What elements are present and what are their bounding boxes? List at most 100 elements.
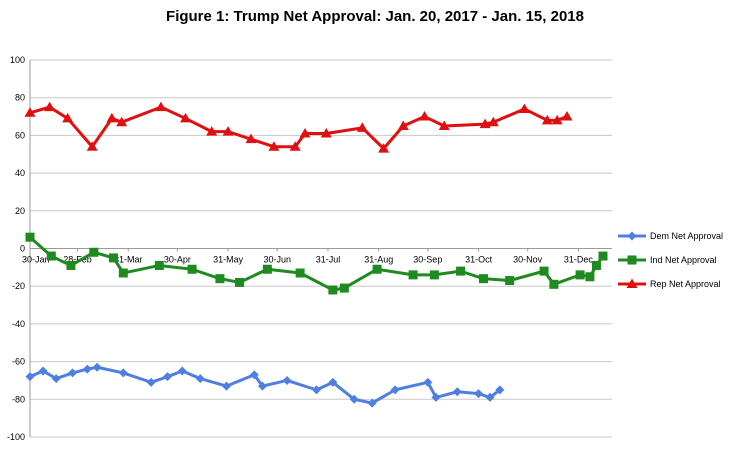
- data-point: [320, 128, 332, 138]
- data-point: [419, 111, 431, 121]
- data-point: [89, 247, 99, 257]
- data-point: [487, 116, 499, 127]
- data-point: [268, 141, 280, 151]
- data-point: [561, 111, 573, 121]
- data-point: [154, 260, 164, 270]
- data-point: [367, 398, 377, 408]
- x-tick-label: 30-Jan: [22, 255, 50, 265]
- data-point: [452, 387, 462, 397]
- data-point: [108, 253, 118, 263]
- data-point: [541, 114, 553, 125]
- data-point: [349, 394, 359, 404]
- legend-item: Ind Net Approval: [618, 255, 717, 265]
- y-tick-label: -60: [12, 357, 25, 367]
- y-tick-label: 60: [15, 130, 25, 140]
- data-point: [397, 120, 409, 130]
- y-tick-label: -20: [12, 281, 25, 291]
- data-point: [549, 279, 559, 289]
- series-area: [24, 101, 608, 408]
- data-point: [505, 276, 515, 286]
- x-tick-label: 31-May: [213, 255, 244, 265]
- x-tick-label: 31-Mar: [114, 255, 143, 265]
- data-point: [106, 112, 118, 123]
- legend-item: Dem Net Approval: [618, 231, 723, 241]
- y-tick-label: -80: [12, 394, 25, 404]
- legend-label: Dem Net Approval: [650, 231, 723, 241]
- data-point: [495, 385, 505, 395]
- series-2: [25, 232, 608, 295]
- data-point: [299, 128, 311, 138]
- y-tick-label: 100: [10, 55, 25, 65]
- y-tick-label: 0: [20, 244, 25, 254]
- data-point: [431, 392, 441, 402]
- data-point: [222, 126, 234, 136]
- data-point: [44, 101, 56, 112]
- data-point: [575, 270, 585, 280]
- data-point: [456, 266, 466, 276]
- data-point: [206, 126, 218, 136]
- data-point: [25, 372, 35, 382]
- data-point: [68, 368, 78, 378]
- data-point: [518, 103, 530, 114]
- y-tick-label: -40: [12, 319, 25, 329]
- x-tick-label: 31-Jul: [316, 255, 341, 265]
- data-point: [187, 264, 197, 274]
- data-point: [390, 385, 400, 395]
- data-point: [235, 277, 245, 287]
- data-point: [356, 122, 368, 132]
- data-point: [221, 381, 231, 391]
- data-point: [485, 392, 495, 402]
- data-point: [66, 260, 76, 270]
- data-point: [423, 377, 433, 387]
- data-point: [438, 120, 450, 130]
- x-tick-label: 31-Aug: [364, 255, 393, 265]
- data-point: [408, 270, 418, 280]
- legend-marker: [626, 278, 638, 288]
- legend-marker: [627, 255, 637, 265]
- data-point: [585, 272, 595, 282]
- data-point: [195, 374, 205, 384]
- x-tick-label: 28-Feb: [63, 255, 92, 265]
- data-point: [429, 270, 439, 280]
- data-point: [539, 266, 549, 276]
- legend-label: Ind Net Approval: [650, 255, 717, 265]
- data-point: [551, 114, 563, 125]
- data-point: [82, 364, 92, 374]
- data-point: [180, 112, 192, 123]
- data-point: [86, 141, 98, 151]
- legend: Dem Net Approval Ind Net Approval Rep Net …: [618, 231, 723, 289]
- data-point: [25, 232, 35, 242]
- data-point: [24, 107, 36, 117]
- chart-title: Figure 1: Trump Net Approval: Jan. 20, 2…: [166, 8, 584, 25]
- data-point: [598, 251, 608, 261]
- legend-item: Rep Net Approval: [618, 278, 721, 289]
- data-point: [155, 101, 167, 112]
- y-tick-label: 20: [15, 206, 25, 216]
- x-tick-label: 30-Apr: [164, 255, 191, 265]
- data-point: [92, 362, 102, 372]
- data-point: [474, 389, 484, 399]
- data-point: [118, 368, 128, 378]
- data-point: [62, 112, 74, 123]
- data-point: [312, 385, 321, 395]
- data-point: [479, 118, 491, 129]
- legend-marker: [627, 231, 637, 241]
- data-point: [372, 264, 382, 274]
- data-point: [289, 141, 301, 151]
- data-point: [38, 366, 48, 376]
- data-point: [51, 374, 61, 384]
- data-point: [146, 377, 156, 387]
- data-point: [245, 133, 257, 144]
- x-tick-label: 30-Nov: [513, 255, 543, 265]
- data-point: [328, 285, 338, 295]
- x-tick-label: 31-Dec: [564, 255, 594, 265]
- data-point: [257, 381, 267, 391]
- x-tick-label: 30-Sep: [413, 255, 442, 265]
- data-point: [116, 116, 128, 127]
- data-point: [46, 251, 56, 261]
- data-point: [215, 274, 225, 284]
- series-1: [25, 362, 505, 408]
- y-tick-label: 40: [15, 168, 25, 178]
- data-point: [378, 143, 390, 153]
